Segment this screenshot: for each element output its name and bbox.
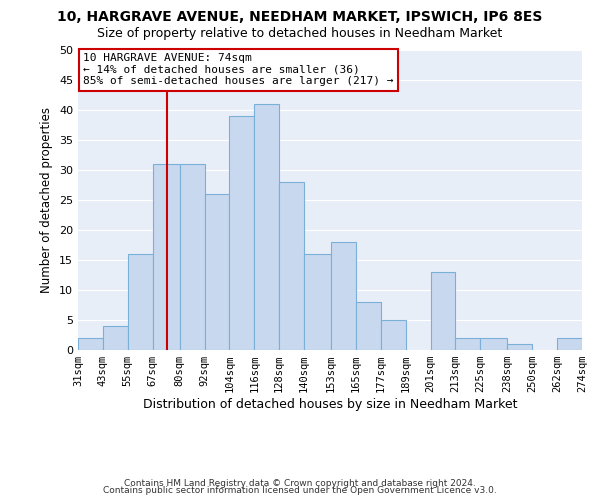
Bar bbox=[481, 338, 508, 350]
Text: 10 HARGRAVE AVENUE: 74sqm
← 14% of detached houses are smaller (36)
85% of semi-: 10 HARGRAVE AVENUE: 74sqm ← 14% of detac… bbox=[83, 53, 394, 86]
Bar bbox=[331, 242, 356, 350]
Bar bbox=[205, 194, 229, 350]
Text: Size of property relative to detached houses in Needham Market: Size of property relative to detached ho… bbox=[97, 28, 503, 40]
Bar bbox=[557, 338, 582, 350]
Bar bbox=[179, 164, 205, 350]
Bar bbox=[152, 164, 179, 350]
Bar bbox=[431, 272, 455, 350]
Bar bbox=[254, 104, 279, 350]
Bar bbox=[304, 254, 331, 350]
X-axis label: Distribution of detached houses by size in Needham Market: Distribution of detached houses by size … bbox=[143, 398, 517, 411]
Bar bbox=[279, 182, 304, 350]
Bar bbox=[103, 326, 128, 350]
Bar bbox=[128, 254, 152, 350]
Bar bbox=[381, 320, 406, 350]
Text: 10, HARGRAVE AVENUE, NEEDHAM MARKET, IPSWICH, IP6 8ES: 10, HARGRAVE AVENUE, NEEDHAM MARKET, IPS… bbox=[58, 10, 542, 24]
Text: Contains public sector information licensed under the Open Government Licence v3: Contains public sector information licen… bbox=[103, 486, 497, 495]
Text: Contains HM Land Registry data © Crown copyright and database right 2024.: Contains HM Land Registry data © Crown c… bbox=[124, 478, 476, 488]
Y-axis label: Number of detached properties: Number of detached properties bbox=[40, 107, 53, 293]
Bar bbox=[229, 116, 254, 350]
Bar bbox=[356, 302, 381, 350]
Bar bbox=[78, 338, 103, 350]
Bar bbox=[455, 338, 481, 350]
Bar bbox=[508, 344, 532, 350]
